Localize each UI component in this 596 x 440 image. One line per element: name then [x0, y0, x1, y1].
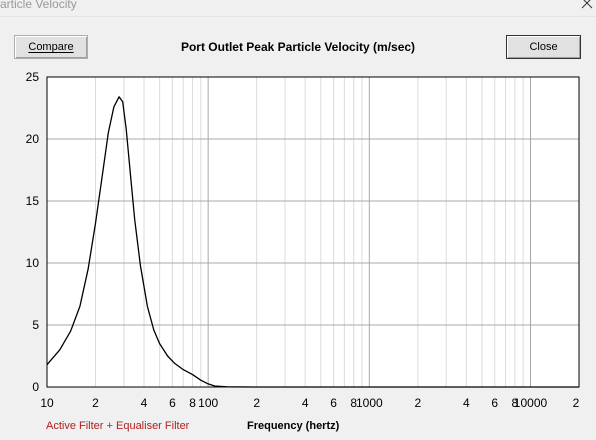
compare-button[interactable]: Compare [14, 35, 88, 59]
x-tick-label: 8 [350, 396, 357, 410]
x-tick-label: 2 [92, 396, 99, 410]
x-tick-label: 2 [573, 396, 580, 410]
legend-entry: Active Filter + Equaliser Filter [46, 420, 190, 432]
x-tick-label: 6 [169, 396, 176, 410]
chart-title: Port Outlet Peak Particle Velocity (m/se… [180, 40, 416, 54]
window-title: article Velocity [0, 0, 77, 11]
x-tick-label: 2 [414, 396, 421, 410]
titlebar-divider [0, 16, 596, 17]
x-tick-label: 8 [189, 396, 196, 410]
velocity-line [46, 96, 579, 388]
x-tick-label: 1000 [356, 396, 383, 410]
x-tick-label: 6 [491, 396, 498, 410]
y-tick-label: 25 [26, 70, 40, 84]
plot-background [47, 77, 579, 387]
y-tick-label: 20 [26, 132, 40, 146]
x-tick-label: 100 [198, 396, 218, 410]
y-tick-label: 10 [26, 256, 40, 270]
x-tick-label: 6 [330, 396, 337, 410]
y-tick-label: 15 [26, 194, 40, 208]
x-tick-label: 4 [141, 396, 148, 410]
close-icon[interactable] [580, 0, 594, 10]
close-button-label: Close [529, 41, 558, 53]
x-tick-label: 4 [463, 396, 470, 410]
x-tick-label: 10 [40, 396, 54, 410]
x-tick-label: 4 [302, 396, 309, 410]
y-tick-label: 0 [32, 380, 39, 394]
x-tick-label: 8 [512, 396, 519, 410]
compare-button-label: Compare [28, 41, 74, 53]
close-button[interactable]: Close [506, 35, 581, 59]
y-tick-label: 5 [32, 318, 39, 332]
x-tick-label: 2 [253, 396, 260, 410]
x-tick-label: 10000 [514, 396, 548, 410]
x-axis-label: Frequency (hertz) [247, 420, 340, 432]
